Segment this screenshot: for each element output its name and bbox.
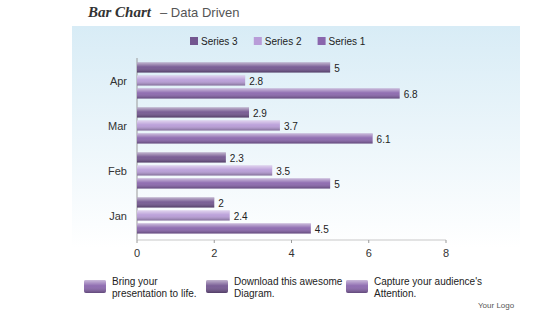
legend-label: Series 2 (265, 36, 302, 47)
bar (137, 76, 245, 86)
x-tick (291, 240, 292, 243)
bar (137, 121, 280, 131)
footer-icon-shine (346, 280, 368, 293)
bar-shine (137, 63, 330, 73)
bar-shine (137, 76, 245, 86)
data-label: 2.9 (253, 108, 267, 119)
bar-shine (137, 166, 272, 176)
data-label: 3.7 (284, 121, 298, 132)
x-tick-label: 6 (366, 247, 372, 259)
subtitle: – Data Driven (160, 5, 239, 20)
footer-text: Download this awesome Diagram. (234, 276, 354, 300)
footer-icon (84, 280, 106, 293)
legend-label: Series 1 (329, 36, 366, 47)
data-label: 6.1 (377, 134, 391, 145)
logo-text: Your Logo (478, 300, 514, 312)
data-label: 2 (218, 198, 224, 209)
x-tick (446, 240, 447, 243)
data-label: 6.8 (404, 89, 418, 100)
bar (137, 179, 330, 189)
bar (137, 211, 230, 221)
footer-icon (346, 280, 368, 293)
category-label: Feb (108, 165, 127, 177)
data-label: 5 (334, 63, 340, 74)
category-label: Mar (108, 120, 127, 132)
legend-swatch (318, 37, 326, 45)
bar (137, 166, 272, 176)
bar-shine (137, 179, 330, 189)
bar-shine (137, 153, 226, 163)
x-tick-label: 4 (288, 247, 294, 259)
bar (137, 224, 311, 234)
category-label: Apr (110, 75, 127, 87)
data-label: 2.4 (234, 211, 248, 222)
legend-swatch (254, 37, 262, 45)
bar (137, 63, 330, 73)
bar-shine (137, 89, 400, 99)
bar-shine (137, 211, 230, 221)
footer-icon-shine (206, 280, 228, 293)
x-tick (214, 240, 215, 243)
footer-icon (206, 280, 228, 293)
footer-icon-shine (84, 280, 106, 293)
bar-shine (137, 134, 373, 144)
bar-shine (137, 121, 280, 131)
legend-label: Series 3 (201, 36, 238, 47)
data-label: 4.5 (315, 224, 329, 235)
bar (137, 153, 226, 163)
x-tick-label: 8 (443, 247, 449, 259)
x-tick-label: 2 (211, 247, 217, 259)
data-label: 5 (334, 179, 340, 190)
data-label: 2.8 (249, 76, 263, 87)
bar (137, 134, 373, 144)
data-labels: 4.5 5 6.1 6.8 2.4 3.5 3.7 2.8 2 2.3 2.9 5 (218, 63, 418, 235)
legend-swatch (190, 37, 198, 45)
page: Bar Chart – Data Driven 0 2 4 6 8 Jan Feb Mar Apr 4… (0, 0, 560, 315)
bar-shine (137, 224, 311, 234)
x-tick (137, 240, 138, 243)
bar (137, 108, 249, 118)
plot-background (72, 26, 520, 248)
bar (137, 198, 214, 208)
bar-shine (137, 198, 214, 208)
category-label: Jan (109, 210, 127, 222)
x-tick-label: 0 (134, 247, 140, 259)
bar (137, 89, 400, 99)
bar-shine (137, 108, 249, 118)
data-label: 2.3 (230, 153, 244, 164)
data-label: 3.5 (276, 166, 290, 177)
x-tick (368, 240, 369, 243)
title: Bar Chart (87, 4, 152, 20)
chart: Bar Chart – Data Driven 0 2 4 6 8 Jan Feb Mar Apr 4… (0, 0, 560, 315)
bars (137, 63, 400, 234)
footer-text: Bring your presentation to life. (112, 276, 212, 300)
footer-text: Capture your audience's Attention. (374, 276, 494, 300)
